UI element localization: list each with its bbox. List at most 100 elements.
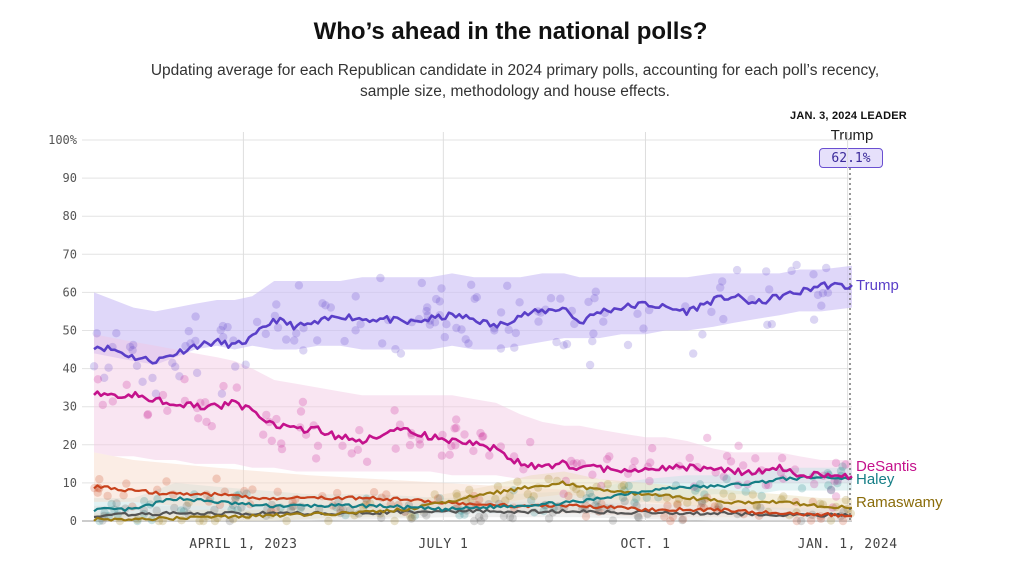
poll-dot xyxy=(645,476,654,486)
poll-dot xyxy=(218,321,228,331)
poll-dot xyxy=(175,372,184,381)
poll-dot xyxy=(831,492,841,501)
poll-dot xyxy=(324,516,333,526)
poll-dot xyxy=(321,301,330,310)
poll-dot xyxy=(232,383,241,392)
poll-dot xyxy=(241,360,250,369)
poll-dot xyxy=(602,455,612,464)
poll-dot xyxy=(718,277,727,286)
poll-dot xyxy=(505,491,514,501)
poll-dot xyxy=(534,317,543,326)
poll-dot xyxy=(98,400,108,410)
poll-dot xyxy=(509,452,519,461)
poll-dot xyxy=(831,458,841,468)
poll-dot xyxy=(259,430,268,439)
poll-dot xyxy=(396,349,406,358)
poll-dot xyxy=(510,343,519,352)
poll-dot xyxy=(809,270,818,279)
poll-dot xyxy=(747,295,756,304)
line-series-4 xyxy=(93,484,853,518)
y-tick-label: 70 xyxy=(63,247,77,261)
poll-dot xyxy=(493,482,503,491)
poll-dot xyxy=(455,511,464,520)
poll-dot xyxy=(639,324,648,333)
poll-dot xyxy=(333,488,342,498)
poll-dot xyxy=(410,511,420,521)
poll-dot xyxy=(533,483,543,492)
poll-dot xyxy=(697,498,707,508)
poll-dot xyxy=(273,323,283,332)
poll-dot xyxy=(290,336,299,345)
poll-dot xyxy=(89,362,99,371)
poll-dot xyxy=(438,430,447,440)
poll-dot xyxy=(603,480,612,489)
poll-dot xyxy=(707,307,716,317)
poll-dot xyxy=(544,474,553,484)
poll-dot xyxy=(588,470,597,479)
y-tick-label: 20 xyxy=(63,438,77,452)
poll-dot xyxy=(624,481,633,491)
poll-dot xyxy=(562,339,572,349)
x-tick-label: JULY 1 xyxy=(418,537,468,552)
poll-dot xyxy=(496,308,506,317)
poll-dot xyxy=(465,485,474,495)
poll-dot xyxy=(272,414,281,424)
poll-dot xyxy=(703,433,712,443)
poll-dot xyxy=(440,332,449,342)
poll-dot xyxy=(519,465,528,474)
poll-dot xyxy=(132,361,142,370)
poll-dot xyxy=(741,487,750,496)
poll-dot xyxy=(340,336,349,346)
poll-dot xyxy=(277,439,286,448)
poll-dot xyxy=(432,294,441,304)
poll-dot xyxy=(722,474,731,484)
poll-dot xyxy=(422,511,431,520)
poll-dot xyxy=(231,362,240,371)
poll-dot xyxy=(476,428,485,438)
poll-dot xyxy=(633,512,643,521)
poll-dot xyxy=(797,516,806,526)
poll-dot xyxy=(382,490,391,499)
poll-dot xyxy=(501,496,510,505)
line-desantis xyxy=(93,390,853,481)
poll-dot xyxy=(378,339,387,348)
poll-dot xyxy=(210,516,220,526)
poll-dot xyxy=(467,280,476,289)
band-desantis xyxy=(94,334,852,483)
poll-dot xyxy=(472,293,481,302)
poll-dot xyxy=(119,491,128,500)
poll-dot xyxy=(452,323,461,333)
poll-dot xyxy=(267,436,276,445)
band-trump xyxy=(94,265,852,365)
poll-dot xyxy=(191,336,200,346)
poll-dot xyxy=(143,410,153,419)
y-tick-label: 0 xyxy=(70,514,77,528)
poll-dot xyxy=(508,514,517,523)
poll-dot xyxy=(453,492,462,501)
poll-dot xyxy=(732,265,742,275)
poll-dot xyxy=(437,451,447,460)
poll-dot xyxy=(282,516,291,526)
poll-dot xyxy=(184,327,193,336)
poll-dot xyxy=(217,389,227,398)
poll-dot xyxy=(351,292,360,301)
poll-dot xyxy=(390,516,399,526)
poll-dot xyxy=(734,441,743,450)
poll-dot xyxy=(282,335,291,344)
poll-dot xyxy=(833,479,842,488)
poll-dot xyxy=(700,490,709,499)
poll-dot xyxy=(642,493,651,502)
poll-dot xyxy=(376,273,385,283)
poll-dot xyxy=(605,452,614,461)
poll-dot xyxy=(122,479,131,488)
poll-dot xyxy=(207,422,216,431)
poll-dot xyxy=(261,329,270,339)
poll-dot xyxy=(423,303,432,312)
poll-dot xyxy=(478,432,487,441)
poll-dot xyxy=(585,360,595,370)
poll-dot xyxy=(237,503,246,512)
chart-subtitle: Updating average for each Republican can… xyxy=(150,62,880,100)
poll-dot xyxy=(296,407,306,416)
